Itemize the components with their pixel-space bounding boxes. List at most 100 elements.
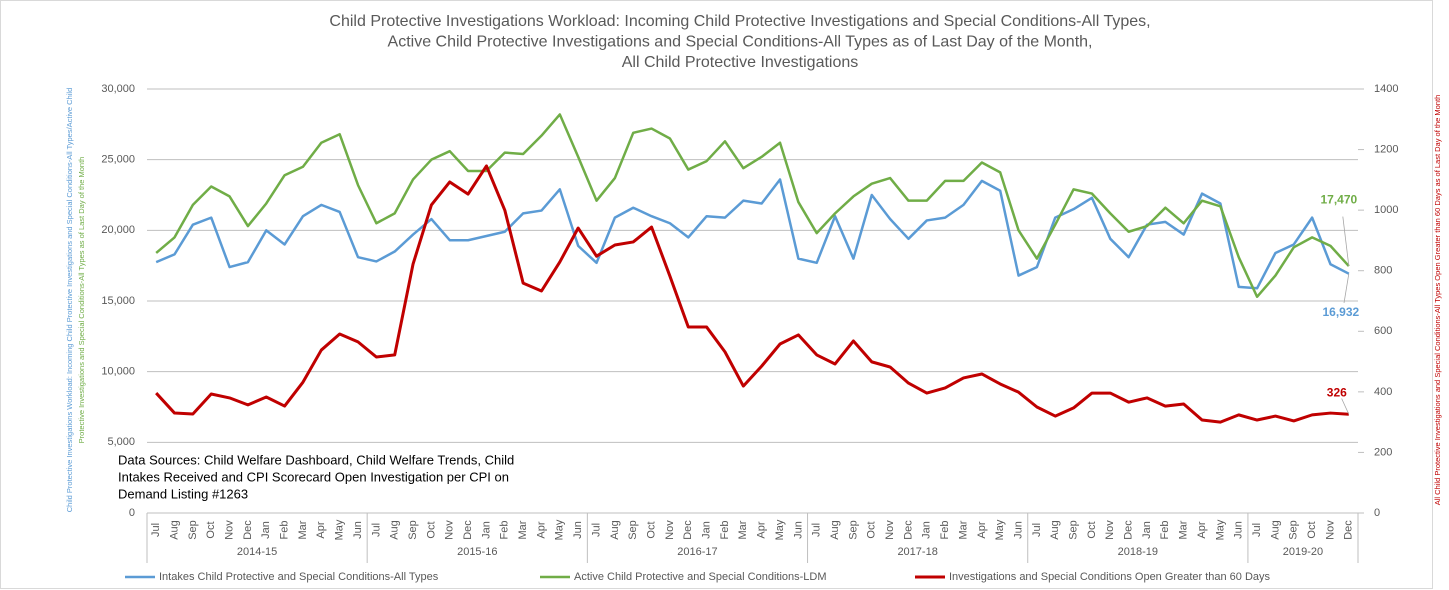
- x-tick-label: Oct: [1306, 521, 1318, 538]
- x-tick-label: Jul: [370, 523, 382, 537]
- x-tick-label: Jul: [811, 523, 823, 537]
- annotation: Data Sources: Child Welfare Dashboard, C…: [118, 452, 514, 467]
- y2-axis-label: All Child Protective Investigations and …: [1433, 95, 1442, 506]
- annotation: Demand Listing #1263: [118, 486, 248, 501]
- y2-tick-label: 0: [1374, 507, 1380, 519]
- group-label: 2015-16: [457, 546, 497, 558]
- x-tick-label: Dec: [902, 520, 914, 540]
- x-tick-label: Feb: [279, 521, 291, 540]
- x-tick-label: May: [554, 519, 566, 540]
- x-tick-label: May: [994, 519, 1006, 540]
- x-tick-label: Jun: [1233, 521, 1245, 539]
- legend-label: Intakes Child Protective and Special Con…: [159, 571, 439, 583]
- label-leader: [1342, 216, 1350, 267]
- x-tick-label: Oct: [645, 521, 657, 538]
- x-tick-label: Jul: [590, 523, 602, 537]
- x-tick-label: Sep: [187, 520, 199, 540]
- x-tick-label: Sep: [1068, 520, 1080, 540]
- x-tick-label: Jul: [150, 523, 162, 537]
- x-tick-label: Aug: [1049, 520, 1061, 540]
- x-tick-label: Apr: [1196, 521, 1208, 538]
- x-tick-label: Aug: [1269, 520, 1281, 540]
- x-tick-label: Mar: [517, 520, 529, 539]
- y-tick-label: 0: [129, 507, 135, 519]
- group-label: 2016-17: [677, 546, 717, 558]
- x-tick-label: Mar: [297, 520, 309, 539]
- x-tick-label: May: [774, 519, 786, 540]
- chart-title-line: Child Protective Investigations Workload…: [329, 13, 1150, 30]
- x-tick-label: Jun: [1012, 521, 1024, 539]
- x-tick-label: Dec: [242, 520, 254, 540]
- data-label: 326: [1327, 385, 1347, 399]
- y2-tick-label: 800: [1374, 265, 1392, 277]
- x-tick-label: Apr: [535, 521, 547, 538]
- x-tick-label: Nov: [223, 520, 235, 540]
- x-tick-label: Nov: [664, 520, 676, 540]
- y-tick-label: 15,000: [101, 295, 135, 307]
- x-tick-label: Nov: [444, 520, 456, 540]
- x-tick-label: Oct: [425, 521, 437, 538]
- label-leader: [1341, 398, 1350, 415]
- x-tick-label: Sep: [1288, 520, 1300, 540]
- x-tick-label: Nov: [884, 520, 896, 540]
- x-tick-label: Dec: [1343, 520, 1355, 540]
- legend-label: Active Child Protective and Special Cond…: [574, 571, 827, 583]
- x-tick-label: Mar: [737, 520, 749, 539]
- x-tick-label: Aug: [609, 520, 621, 540]
- y2-tick-label: 1000: [1374, 204, 1398, 216]
- y-axis-label: Child Protective Investigations Workload…: [65, 88, 74, 513]
- label-leader: [1343, 273, 1350, 304]
- x-tick-label: Feb: [1159, 521, 1171, 540]
- x-tick-label: Oct: [1086, 521, 1098, 538]
- x-tick-label: Oct: [205, 521, 217, 538]
- x-tick-label: Feb: [939, 521, 951, 540]
- data-label: 16,932: [1322, 305, 1359, 319]
- x-tick-label: Jul: [1251, 523, 1263, 537]
- annotation: Intakes Received and CPI Scorecard Open …: [118, 469, 509, 484]
- y2-tick-label: 1400: [1374, 83, 1398, 95]
- x-tick-label: Sep: [847, 520, 859, 540]
- x-tick-label: Jan: [921, 521, 933, 539]
- y-axis-label: Protective Investigations and Special Co…: [77, 157, 86, 444]
- group-label: 2019-20: [1283, 546, 1323, 558]
- y-tick-label: 25,000: [101, 154, 135, 166]
- y2-tick-label: 200: [1374, 446, 1392, 458]
- x-tick-label: Dec: [462, 520, 474, 540]
- x-tick-label: Sep: [407, 520, 419, 540]
- x-tick-label: Jun: [572, 521, 584, 539]
- data-label: 17,470: [1320, 192, 1357, 206]
- group-label: 2018-19: [1118, 546, 1158, 558]
- y2-tick-label: 1200: [1374, 143, 1398, 155]
- x-tick-label: Jun: [792, 521, 804, 539]
- x-tick-label: Apr: [756, 521, 768, 538]
- x-tick-label: Nov: [1324, 520, 1336, 540]
- x-tick-label: Dec: [1123, 520, 1135, 540]
- legend-label: Investigations and Special Conditions Op…: [949, 571, 1271, 583]
- x-tick-label: Jan: [1141, 521, 1153, 539]
- x-tick-label: Jun: [352, 521, 364, 539]
- x-tick-label: Feb: [499, 521, 511, 540]
- x-tick-label: May: [1214, 519, 1226, 540]
- chart-title-line: Active Child Protective Investigations a…: [388, 34, 1093, 51]
- x-tick-label: Aug: [389, 520, 401, 540]
- x-tick-label: Mar: [957, 520, 969, 539]
- y-tick-label: 20,000: [101, 224, 135, 236]
- x-tick-label: May: [334, 519, 346, 540]
- x-tick-label: Apr: [315, 521, 327, 538]
- x-tick-label: Feb: [719, 521, 731, 540]
- x-tick-label: Dec: [682, 520, 694, 540]
- x-tick-label: Oct: [866, 521, 878, 538]
- x-tick-label: Jan: [480, 521, 492, 539]
- x-tick-label: Apr: [976, 521, 988, 538]
- x-tick-label: Mar: [1178, 520, 1190, 539]
- series-line: [155, 164, 1349, 424]
- x-tick-label: Nov: [1104, 520, 1116, 540]
- x-tick-label: Jul: [1031, 523, 1043, 537]
- x-tick-label: Aug: [829, 520, 841, 540]
- y-tick-label: 30,000: [101, 83, 135, 95]
- y-tick-label: 5,000: [107, 436, 135, 448]
- y2-tick-label: 600: [1374, 325, 1392, 337]
- x-tick-label: Sep: [627, 520, 639, 540]
